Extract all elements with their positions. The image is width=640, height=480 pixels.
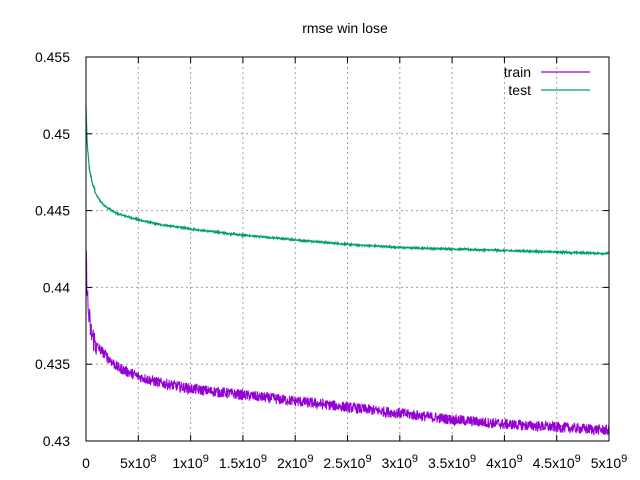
series-line-test	[85, 105, 610, 256]
legend-label-test: test	[508, 82, 531, 98]
legend: train test	[504, 64, 590, 98]
y-tick-label: 0.445	[35, 203, 70, 219]
x-tick-label: 2.5x109	[323, 453, 371, 471]
x-tick-label: 5x108	[120, 453, 156, 471]
axes: 0 5x108 1x109 1.5x109 2x109 2.5x109 3x109 3.5x1…	[35, 49, 627, 471]
y-tick-label: 0.455	[35, 49, 70, 65]
y-tick-label: 0.44	[43, 279, 70, 295]
y-tick-label: 0.43	[43, 433, 70, 449]
legend-label-train: train	[504, 64, 531, 80]
x-tick-label: 2x109	[277, 453, 313, 471]
x-tick-label: 1x109	[172, 453, 208, 471]
plot-frame	[85, 56, 610, 442]
x-tick-label: 3x109	[382, 453, 418, 471]
x-tick-label: 1.5x109	[219, 453, 267, 471]
x-tick-label: 3.5x109	[428, 453, 476, 471]
y-tick-label: 0.435	[35, 356, 70, 372]
x-tick-label: 4x109	[486, 453, 522, 471]
series-lines	[85, 105, 610, 436]
x-tick-label: 5x109	[591, 453, 627, 471]
series-line-train	[85, 250, 610, 436]
grid	[86, 57, 609, 441]
x-tick-label: 0	[82, 455, 90, 471]
y-tick-label: 0.45	[43, 126, 70, 142]
chart-title: rmse win lose	[302, 20, 388, 36]
x-tick-label: 4.5x109	[533, 453, 581, 471]
